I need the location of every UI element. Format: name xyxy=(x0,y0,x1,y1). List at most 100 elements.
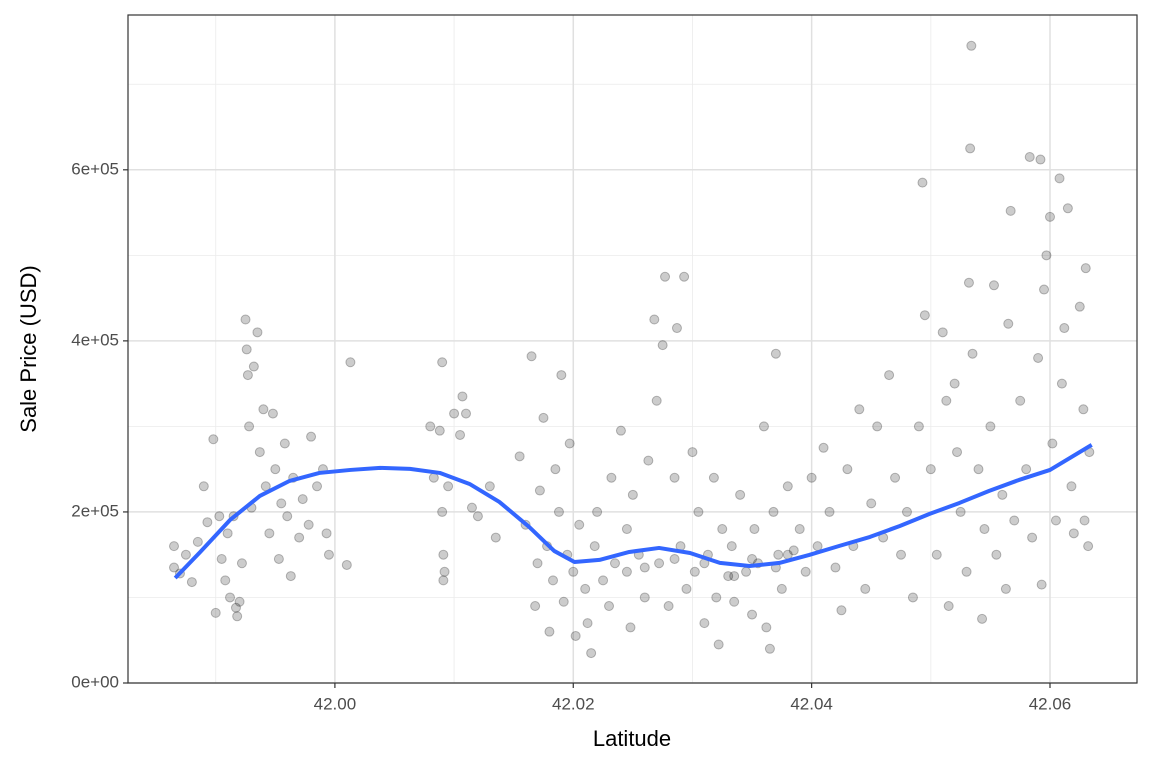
point xyxy=(532,558,543,569)
point xyxy=(425,421,436,432)
point xyxy=(1009,515,1020,526)
point xyxy=(966,40,977,51)
x-tick-label: 42.00 xyxy=(314,694,357,713)
point xyxy=(568,566,579,577)
point xyxy=(526,351,537,362)
point xyxy=(669,553,680,564)
point xyxy=(679,271,690,282)
point xyxy=(768,506,779,517)
point xyxy=(741,566,752,577)
panel-border xyxy=(127,14,1138,684)
point xyxy=(747,609,758,620)
point xyxy=(639,592,650,603)
point xyxy=(570,630,581,641)
point xyxy=(717,524,728,535)
point xyxy=(428,472,439,483)
point xyxy=(606,472,617,483)
point xyxy=(729,571,740,582)
point xyxy=(455,429,466,440)
point xyxy=(267,408,278,419)
point xyxy=(1062,203,1073,214)
point xyxy=(747,553,758,564)
point xyxy=(241,344,252,355)
point xyxy=(985,421,996,432)
point xyxy=(242,370,253,381)
point xyxy=(1015,395,1026,406)
point xyxy=(198,481,209,492)
point xyxy=(1066,481,1077,492)
point xyxy=(538,412,549,423)
point xyxy=(621,524,632,535)
point xyxy=(210,607,221,618)
point xyxy=(1021,464,1032,475)
point xyxy=(812,541,823,552)
y-tick-label: 6e+05 xyxy=(71,159,119,178)
point xyxy=(202,517,213,528)
point xyxy=(461,408,472,419)
point xyxy=(800,566,811,577)
point xyxy=(961,566,972,577)
point xyxy=(901,506,912,517)
y-axis-title: Sale Price (USD) xyxy=(16,265,41,432)
point xyxy=(1036,579,1047,590)
point xyxy=(438,549,449,560)
point xyxy=(963,277,974,288)
point xyxy=(965,143,976,154)
point xyxy=(439,566,450,577)
point xyxy=(236,558,247,569)
point xyxy=(776,583,787,594)
point xyxy=(937,327,948,338)
point xyxy=(836,605,847,616)
point xyxy=(556,370,567,381)
point xyxy=(294,532,305,543)
point xyxy=(232,611,243,622)
point xyxy=(225,592,236,603)
point xyxy=(1079,515,1090,526)
point xyxy=(208,434,219,445)
point xyxy=(1074,301,1085,312)
point xyxy=(979,524,990,535)
point xyxy=(1068,528,1079,539)
point xyxy=(988,280,999,291)
point xyxy=(321,528,332,539)
x-tick-label: 42.06 xyxy=(1029,694,1072,713)
point xyxy=(639,562,650,573)
point xyxy=(991,549,1002,560)
point xyxy=(913,421,924,432)
point xyxy=(896,549,907,560)
point xyxy=(884,370,895,381)
point xyxy=(1027,532,1038,543)
point xyxy=(824,506,835,517)
point xyxy=(544,626,555,637)
point xyxy=(234,596,245,607)
marks xyxy=(169,40,1095,659)
point xyxy=(580,583,591,594)
point xyxy=(192,536,203,547)
point xyxy=(842,464,853,475)
point xyxy=(214,511,225,522)
point xyxy=(434,425,445,436)
point xyxy=(285,571,296,582)
point xyxy=(534,485,545,496)
point xyxy=(222,528,233,539)
x-tick-label: 42.02 xyxy=(552,694,595,713)
point xyxy=(1041,250,1052,261)
point xyxy=(1078,404,1089,415)
point xyxy=(907,592,918,603)
point xyxy=(598,575,609,586)
point xyxy=(649,314,660,325)
point xyxy=(773,549,784,560)
point xyxy=(872,421,883,432)
point xyxy=(586,648,597,659)
point xyxy=(770,348,781,359)
point xyxy=(1054,173,1065,184)
point xyxy=(258,404,269,415)
point xyxy=(931,549,942,560)
point xyxy=(273,553,284,564)
point xyxy=(919,310,930,321)
panel xyxy=(128,15,1137,683)
point xyxy=(726,541,737,552)
point xyxy=(941,395,952,406)
point xyxy=(977,613,988,624)
